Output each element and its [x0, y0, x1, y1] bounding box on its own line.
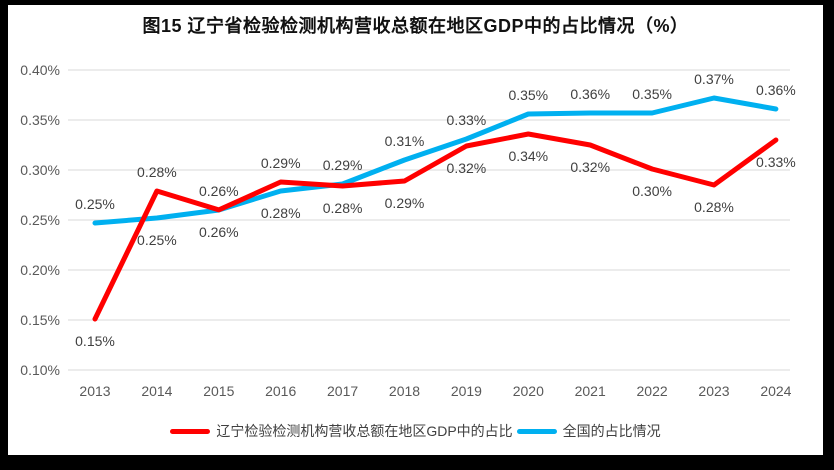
y-axis-tick-label: 0.15%	[20, 312, 60, 328]
y-axis-tick-label: 0.30%	[20, 162, 60, 178]
x-axis-tick-label: 2022	[637, 383, 668, 399]
x-axis-tick-label: 2016	[265, 383, 296, 399]
data-label: 0.33%	[447, 112, 487, 128]
y-axis-tick-label: 0.10%	[20, 362, 60, 378]
legend-item-liaoning: 辽宁检验检测机构营收总额在地区GDP中的占比	[170, 421, 513, 441]
data-label: 0.28%	[261, 205, 301, 221]
data-label: 0.25%	[137, 232, 177, 248]
chart-title: 图15 辽宁省检验检测机构营收总额在地区GDP中的占比情况（%）	[142, 16, 689, 36]
y-axis-tick-label: 0.40%	[20, 62, 60, 78]
data-label: 0.15%	[75, 333, 115, 349]
data-label: 0.36%	[756, 82, 796, 98]
series-line-liaoning	[92, 131, 779, 322]
x-axis-tick-label: 2021	[575, 383, 606, 399]
series-line-national	[92, 95, 779, 226]
x-axis-tick-label: 2015	[203, 383, 234, 399]
data-label: 0.29%	[261, 155, 301, 171]
data-label: 0.34%	[508, 148, 548, 164]
data-label: 0.26%	[199, 224, 239, 240]
x-axis-tick-label: 2023	[698, 383, 729, 399]
data-label: 0.29%	[323, 157, 363, 173]
x-axis-tick-label: 2024	[760, 383, 791, 399]
data-label: 0.32%	[570, 159, 610, 175]
x-axis-tick-label: 2017	[327, 383, 358, 399]
data-label: 0.31%	[385, 133, 425, 149]
x-axis-tick-label: 2020	[513, 383, 544, 399]
y-axis-tick-label: 0.20%	[20, 262, 60, 278]
data-label: 0.26%	[199, 183, 239, 199]
data-label: 0.30%	[632, 183, 672, 199]
data-label: 0.28%	[694, 199, 734, 215]
legend-label-national: 全国的占比情况	[562, 423, 661, 439]
legend-swatch-national-line	[516, 428, 557, 434]
chart-plot-area: 0.40% 0.35% 0.30% 0.25% 0.20% 0.15% 0.10% 2013 2…	[20, 62, 796, 399]
data-label: 0.32%	[447, 160, 487, 176]
data-label: 0.35%	[508, 87, 548, 103]
data-label: 0.33%	[756, 154, 796, 170]
x-axis-tick-label: 2013	[79, 383, 110, 399]
x-axis-tick-label: 2018	[389, 383, 420, 399]
data-label: 0.29%	[385, 195, 425, 211]
data-label: 0.28%	[323, 200, 363, 216]
data-label: 0.36%	[570, 86, 610, 102]
y-axis-tick-label: 0.25%	[20, 212, 60, 228]
chart-legend: 辽宁检验检测机构营收总额在地区GDP中的占比 全国的占比情况	[8, 421, 823, 441]
legend-label-liaoning: 辽宁检验检测机构营收总额在地区GDP中的占比	[216, 423, 513, 439]
data-label: 0.35%	[632, 86, 672, 102]
x-axis-tick-label: 2019	[451, 383, 482, 399]
data-label: 0.25%	[75, 196, 115, 212]
x-axis-tick-label: 2014	[141, 383, 172, 399]
y-axis-tick-label: 0.35%	[20, 112, 60, 128]
legend-item-national: 全国的占比情况	[516, 421, 661, 441]
data-label: 0.37%	[694, 71, 734, 87]
legend-swatch-liaoning-line	[170, 428, 211, 434]
data-label: 0.28%	[137, 164, 177, 180]
